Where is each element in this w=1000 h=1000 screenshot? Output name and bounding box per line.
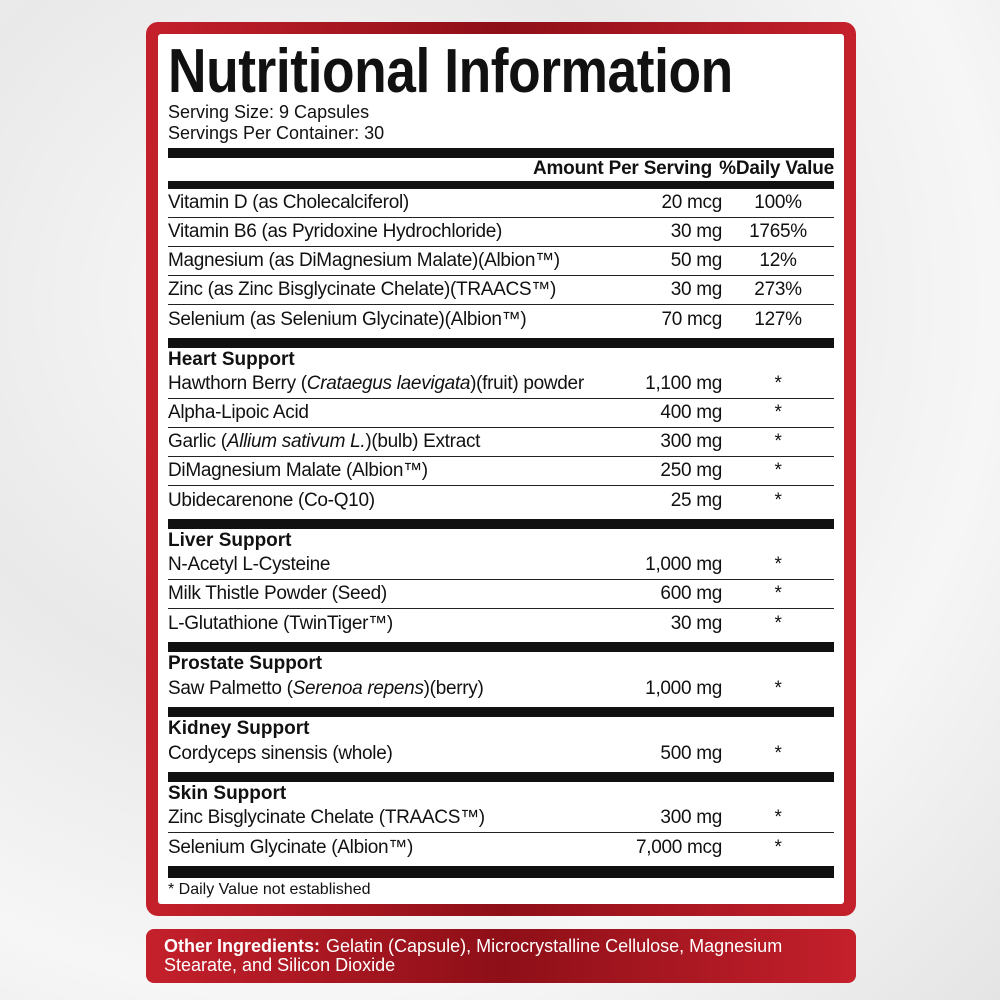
ingredient-amount: 30 mg xyxy=(670,221,723,242)
section-title: Heart Support xyxy=(168,349,295,370)
ingredient-daily-value: * xyxy=(774,460,782,481)
ingredient-name: Garlic (Allium sativum L.)(bulb) Extract xyxy=(168,431,481,452)
ingredient-amount: 300 mg xyxy=(660,431,722,452)
ingredient-amount: 500 mg xyxy=(660,742,722,764)
nutrition-facts: Nutritional Information Serving Size: 9 … xyxy=(158,34,844,904)
ingredient-name: Alpha-Lipoic Acid xyxy=(168,402,309,423)
section-title: Prostate Support xyxy=(168,653,323,674)
ingredient-name: Selenium Glycinate (Albion™) xyxy=(168,836,414,858)
ingredient-daily-value: 100% xyxy=(754,192,802,213)
ingredient-list: Vitamin D (as Cholecalciferol) 20 mcg 100%… xyxy=(168,189,834,878)
label-wrapper: Nutritional Information Serving Size: 9 … xyxy=(146,22,856,983)
ingredient-name: Milk Thistle Powder (Seed) xyxy=(168,583,387,604)
divider xyxy=(168,707,834,717)
ingredient-daily-value: 12% xyxy=(759,250,797,271)
ingredient-row: DiMagnesium Malate (Albion™) 250 mg * xyxy=(168,457,834,486)
ingredient-amount: 70 mcg xyxy=(661,308,722,330)
ingredient-latin-name: Crataegus laevigata xyxy=(306,373,471,394)
divider xyxy=(168,642,834,652)
ingredient-row: Zinc Bisglycinate Chelate (TRAACS™) 300 m… xyxy=(168,804,834,833)
ingredient-daily-value: 127% xyxy=(754,308,802,330)
ingredient-daily-value: * xyxy=(774,836,782,858)
ingredient-row: Magnesium (as DiMagnesium Malate)(Albion… xyxy=(168,247,834,276)
ingredient-row: Milk Thistle Powder (Seed) 600 mg * xyxy=(168,580,834,609)
footnote: * Daily Value not established xyxy=(168,881,371,898)
column-header: Amount Per Serving %Daily Value xyxy=(168,158,834,180)
ingredient-row: Vitamin D (as Cholecalciferol) 20 mcg 100% xyxy=(168,189,834,218)
amount-header: Amount Per Serving xyxy=(532,158,712,179)
ingredient-amount: 7,000 mcg xyxy=(635,836,722,858)
ingredient-row: Saw Palmetto (Serenoa repens)(berry) 1,00… xyxy=(168,674,834,703)
ingredient-row: Vitamin B6 (as Pyridoxine Hydrochloride)… xyxy=(168,218,834,247)
ingredient-name: DiMagnesium Malate (Albion™) xyxy=(168,460,428,481)
ingredient-name: Vitamin B6 (as Pyridoxine Hydrochloride) xyxy=(168,221,503,242)
ingredient-daily-value: * xyxy=(774,489,782,511)
divider xyxy=(168,866,834,878)
ingredient-row: Selenium (as Selenium Glycinate)(Albion™… xyxy=(168,305,834,334)
ingredient-amount: 600 mg xyxy=(660,583,722,604)
ingredient-daily-value: * xyxy=(774,554,782,575)
ingredient-daily-value: * xyxy=(774,612,782,634)
ingredient-amount: 25 mg xyxy=(670,489,723,511)
ingredient-name: Zinc (as Zinc Bisglycinate Chelate)(TRAA… xyxy=(168,279,557,300)
servings-per-container: Servings Per Container: 30 xyxy=(168,123,385,143)
divider xyxy=(168,148,834,158)
ingredient-amount: 250 mg xyxy=(660,460,722,481)
ingredient-row: L-Glutathione (TwinTiger™) 30 mg * xyxy=(168,609,834,638)
ingredient-name: Saw Palmetto (Serenoa repens)(berry) xyxy=(168,677,484,699)
ingredient-row: Alpha-Lipoic Acid 400 mg * xyxy=(168,399,834,428)
divider xyxy=(168,519,834,529)
section-title: Skin Support xyxy=(168,783,287,804)
ingredient-daily-value: * xyxy=(774,807,782,828)
ingredient-row: Zinc (as Zinc Bisglycinate Chelate)(TRAA… xyxy=(168,276,834,305)
ingredient-row: Ubidecarenone (Co-Q10) 25 mg * xyxy=(168,486,834,515)
ingredient-daily-value: * xyxy=(774,373,782,394)
ingredient-name: N-Acetyl L-Cysteine xyxy=(168,554,331,575)
ingredient-latin-name: Serenoa repens xyxy=(292,677,424,699)
ingredient-row: N-Acetyl L-Cysteine 1,000 mg * xyxy=(168,551,834,580)
section-title: Liver Support xyxy=(168,530,292,551)
divider xyxy=(168,181,834,189)
ingredient-daily-value: 1765% xyxy=(749,221,807,242)
ingredient-row: Cordyceps sinensis (whole) 500 mg * xyxy=(168,739,834,768)
ingredient-daily-value: * xyxy=(774,742,782,764)
other-ingredients-label: Other Ingredients: xyxy=(164,936,321,956)
ingredient-name: Zinc Bisglycinate Chelate (TRAACS™) xyxy=(168,807,485,828)
ingredient-amount: 50 mg xyxy=(670,250,723,271)
ingredient-name: Selenium (as Selenium Glycinate)(Albion™… xyxy=(168,308,527,330)
ingredient-name: Ubidecarenone (Co-Q10) xyxy=(168,489,375,511)
ingredient-amount: 1,000 mg xyxy=(645,677,722,699)
other-ingredients: Other Ingredients: Gelatin (Capsule), Mic… xyxy=(146,929,856,983)
serving-size: Serving Size: 9 Capsules xyxy=(168,102,370,122)
ingredient-name: Magnesium (as DiMagnesium Malate)(Albion… xyxy=(168,250,560,271)
divider xyxy=(168,338,834,348)
ingredient-amount: 400 mg xyxy=(660,402,722,423)
ingredient-row: Selenium Glycinate (Albion™) 7,000 mcg * xyxy=(168,833,834,862)
ingredient-daily-value: 273% xyxy=(754,279,802,300)
dv-header: %Daily Value xyxy=(719,158,834,179)
ingredient-name: L-Glutathione (TwinTiger™) xyxy=(168,612,393,634)
ingredient-name: Hawthorn Berry (Crataegus laevigata)(fru… xyxy=(168,373,584,394)
ingredient-daily-value: * xyxy=(774,583,782,604)
ingredient-amount: 30 mg xyxy=(670,612,723,634)
ingredient-row: Hawthorn Berry (Crataegus laevigata)(fru… xyxy=(168,370,834,399)
ingredient-amount: 300 mg xyxy=(660,807,722,828)
ingredient-name: Vitamin D (as Cholecalciferol) xyxy=(168,192,409,213)
other-ingredients-text: Gelatin (Capsule), Microcrystalline Cell… xyxy=(164,936,783,975)
ingredient-amount: 1,000 mg xyxy=(645,554,722,575)
ingredient-daily-value: * xyxy=(774,677,782,699)
ingredient-daily-value: * xyxy=(774,431,782,452)
ingredient-latin-name: Allium sativum L. xyxy=(226,431,366,452)
divider xyxy=(168,772,834,782)
ingredient-row: Garlic (Allium sativum L.)(bulb) Extract… xyxy=(168,428,834,457)
ingredient-amount: 20 mcg xyxy=(661,192,722,213)
ingredient-name: Cordyceps sinensis (whole) xyxy=(168,742,393,764)
ingredient-daily-value: * xyxy=(774,402,782,423)
nutrition-panel: Nutritional Information Serving Size: 9 … xyxy=(146,22,856,916)
page-title: Nutritional Information xyxy=(168,37,733,106)
ingredient-amount: 30 mg xyxy=(670,279,723,300)
ingredient-amount: 1,100 mg xyxy=(645,373,722,394)
section-title: Kidney Support xyxy=(168,718,310,739)
